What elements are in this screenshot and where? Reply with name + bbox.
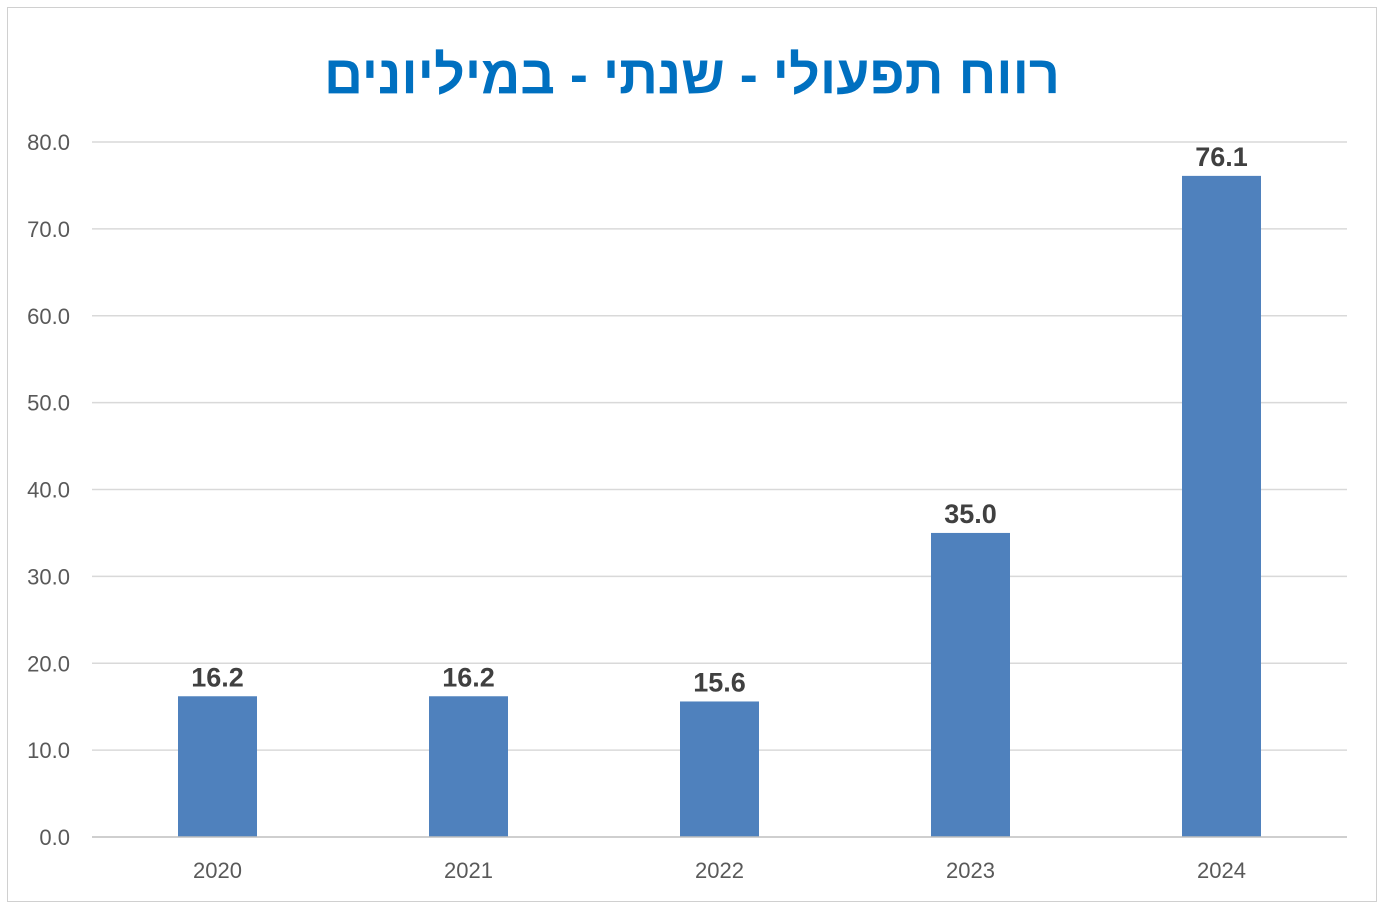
bar-2020 — [178, 696, 257, 837]
chart-title: רווח תפעולי - שנתי - במיליונים — [324, 45, 1060, 105]
x-axis-ticks: 2020 2021 2022 2023 2024 — [193, 858, 1246, 883]
x-tick-label: 2020 — [193, 858, 242, 883]
x-tick-label: 2023 — [946, 858, 995, 883]
grid-lines — [92, 141, 1347, 751]
bars — [178, 175, 1261, 838]
data-label-2024: 76.1 — [1195, 142, 1248, 172]
x-tick-label: 2021 — [444, 858, 493, 883]
bar-2021 — [429, 696, 508, 837]
y-tick-label: 50.0 — [27, 391, 70, 416]
y-axis-ticks: 0.0 10.0 20.0 30.0 40.0 50.0 60.0 70.0 80.0 — [27, 130, 70, 850]
y-tick-label: 80.0 — [27, 130, 70, 155]
y-tick-label: 20.0 — [27, 651, 70, 676]
y-tick-label: 10.0 — [27, 738, 70, 763]
y-tick-label: 70.0 — [27, 217, 70, 242]
data-label-2021: 16.2 — [442, 662, 495, 692]
bar-2024 — [1182, 175, 1261, 838]
y-tick-label: 40.0 — [27, 478, 70, 503]
bar-2022 — [680, 701, 759, 837]
x-tick-label: 2022 — [695, 858, 744, 883]
y-tick-label: 60.0 — [27, 304, 70, 329]
y-tick-label: 30.0 — [27, 564, 70, 589]
data-label-2023: 35.0 — [944, 499, 997, 529]
data-label-2020: 16.2 — [191, 662, 244, 692]
data-label-2022: 15.6 — [693, 667, 746, 697]
x-tick-label: 2024 — [1197, 858, 1246, 883]
data-labels: 16.2 16.2 15.6 35.0 76.1 — [191, 142, 1248, 698]
bar-2023 — [931, 532, 1010, 837]
y-tick-label: 0.0 — [39, 825, 70, 850]
